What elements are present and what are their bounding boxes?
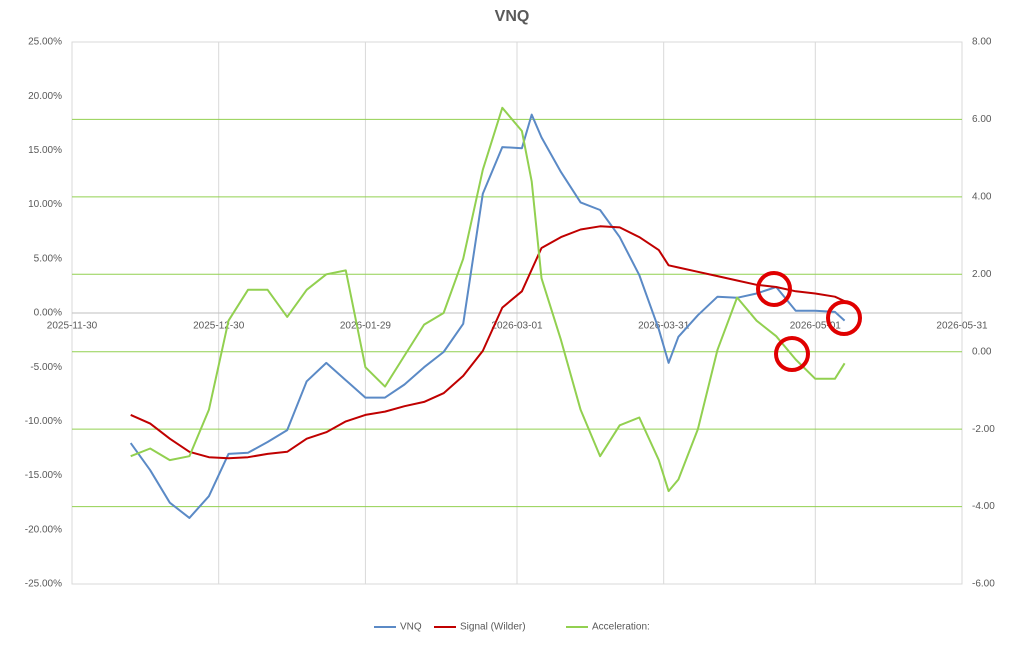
annotations [756,271,862,372]
y-tick-label: 5.00% [34,253,62,264]
y-tick-label: 20.00% [28,91,62,102]
x-tick-label: 2026-05-31 [936,321,988,332]
y-tick-label: -20.00% [25,524,62,535]
x-tick-label: 2026-03-31 [638,321,690,332]
y-tick-label: 10.00% [28,199,62,210]
legend: VNQ Signal (Wilder) Acceleration: [374,622,650,633]
y2-tick-label: 2.00 [972,269,992,280]
y-tick-label: 0.00% [34,308,62,319]
highlight-circle [774,336,810,372]
y-tick-label: -25.00% [25,579,62,590]
y2-tick-label: -4.00 [972,501,995,512]
legend-label: Signal (Wilder) [460,622,526,633]
data-line [129,113,846,519]
y2-tick-label: -6.00 [972,579,995,590]
y-tick-label: -15.00% [25,470,62,481]
y-tick-label: -10.00% [25,416,62,427]
legend-label: VNQ [400,622,422,633]
highlight-circle [756,271,792,307]
x-tick-label: 2026-01-29 [340,321,392,332]
x-tick-label: 2025-12-30 [193,321,245,332]
y2-tick-label: -2.00 [972,424,995,435]
x-tick-label: 2026-03-01 [491,321,543,332]
x-tick-label: 2025-11-30 [47,321,98,332]
x-tick-label: 2026-05-01 [790,321,842,332]
highlight-circle [826,300,862,336]
data-line [130,225,846,460]
data-line [130,106,846,493]
y-tick-label: -5.00% [30,362,62,373]
legend-label: Acceleration: [592,622,650,633]
y2-tick-label: 4.00 [972,191,992,202]
y-tick-label: 25.00% [28,37,62,48]
y2-tick-label: 6.00 [972,114,992,125]
y2-tick-label: 8.00 [972,37,992,48]
y2-tick-label: 0.00 [972,346,992,357]
chart-title: VNQ [495,8,530,25]
y-tick-label: 15.00% [28,145,62,156]
